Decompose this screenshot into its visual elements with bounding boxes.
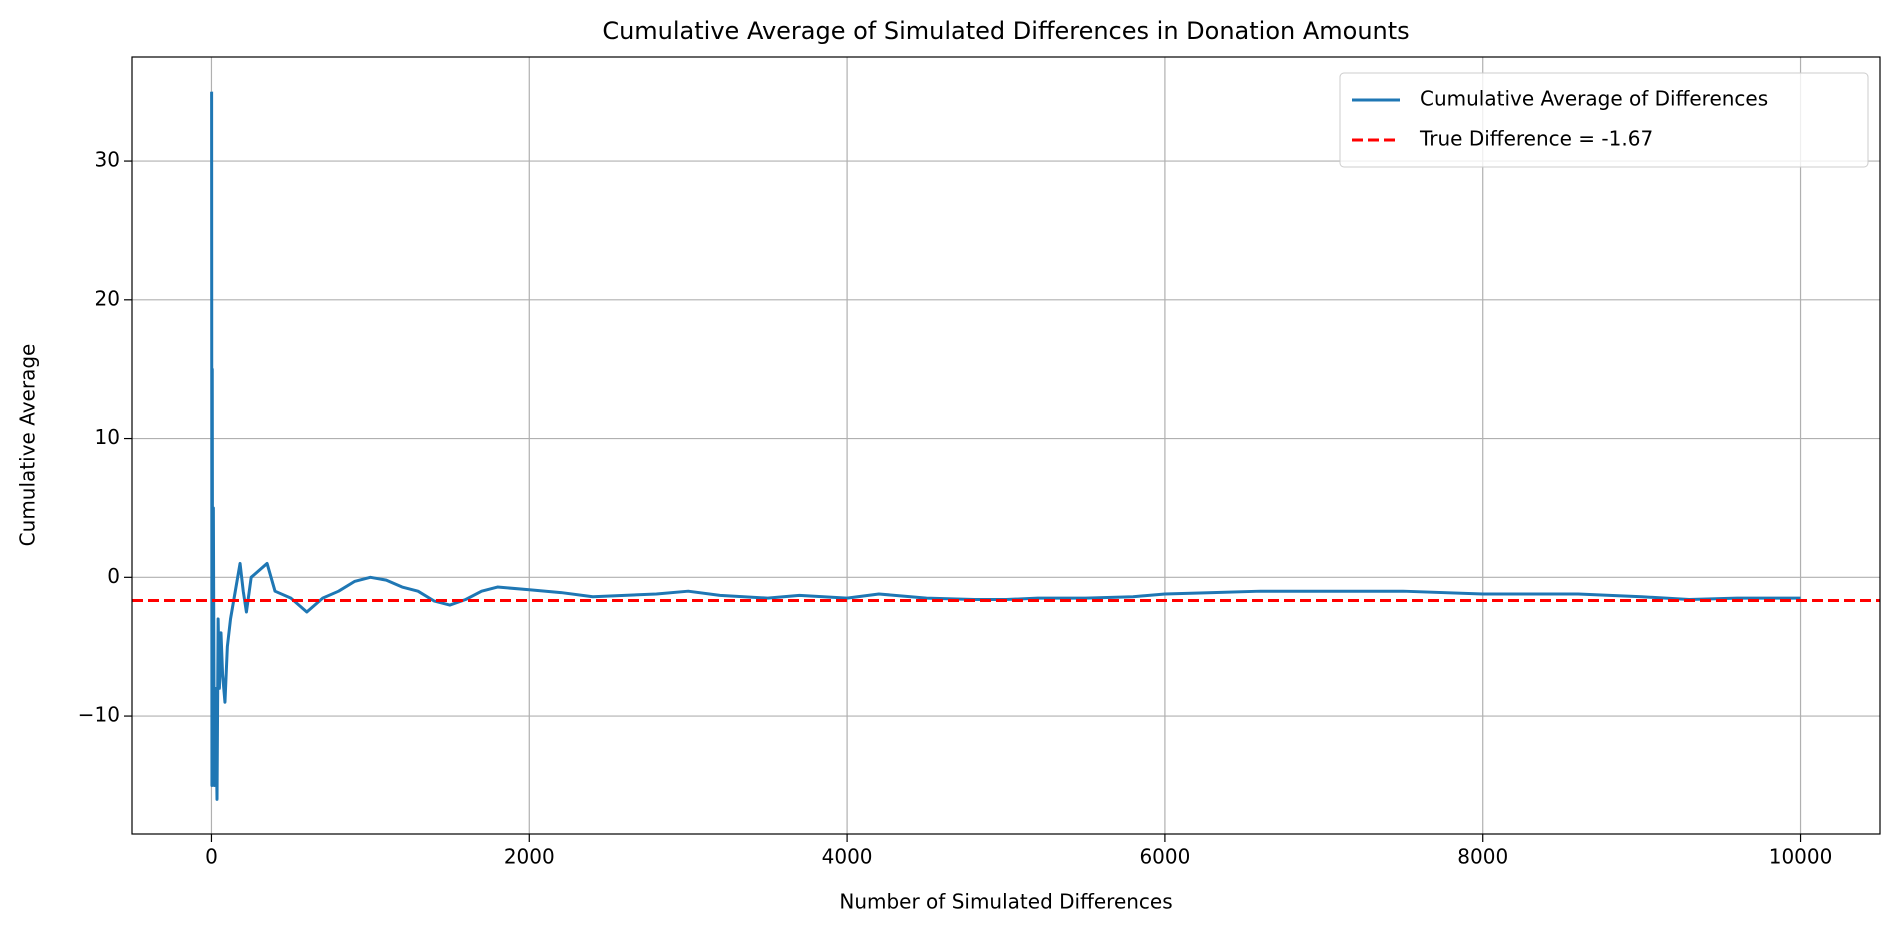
legend-label: True Difference = -1.67 bbox=[1419, 127, 1653, 151]
x-axis-label: Number of Simulated Differences bbox=[839, 890, 1172, 914]
y-tick-label: 10 bbox=[95, 425, 120, 449]
chart-title: Cumulative Average of Simulated Differen… bbox=[602, 17, 1409, 45]
x-tick-label: 2000 bbox=[504, 845, 555, 869]
y-tick-label: 30 bbox=[95, 148, 120, 172]
x-tick-label: 6000 bbox=[1139, 845, 1190, 869]
data-line bbox=[210, 91, 1801, 801]
y-tick-label: −10 bbox=[78, 703, 120, 727]
y-tick-label: 0 bbox=[107, 564, 120, 588]
x-tick-label: 4000 bbox=[822, 845, 873, 869]
y-tick-label: 20 bbox=[95, 286, 120, 310]
x-tick-label: 10000 bbox=[1769, 845, 1833, 869]
legend-label: Cumulative Average of Differences bbox=[1420, 87, 1768, 111]
x-tick-label: 0 bbox=[205, 845, 218, 869]
plot-frame bbox=[131, 56, 1881, 835]
y-axis-label: Cumulative Average bbox=[16, 344, 40, 547]
legend-box bbox=[1339, 72, 1869, 168]
x-tick-label: 8000 bbox=[1457, 845, 1508, 869]
